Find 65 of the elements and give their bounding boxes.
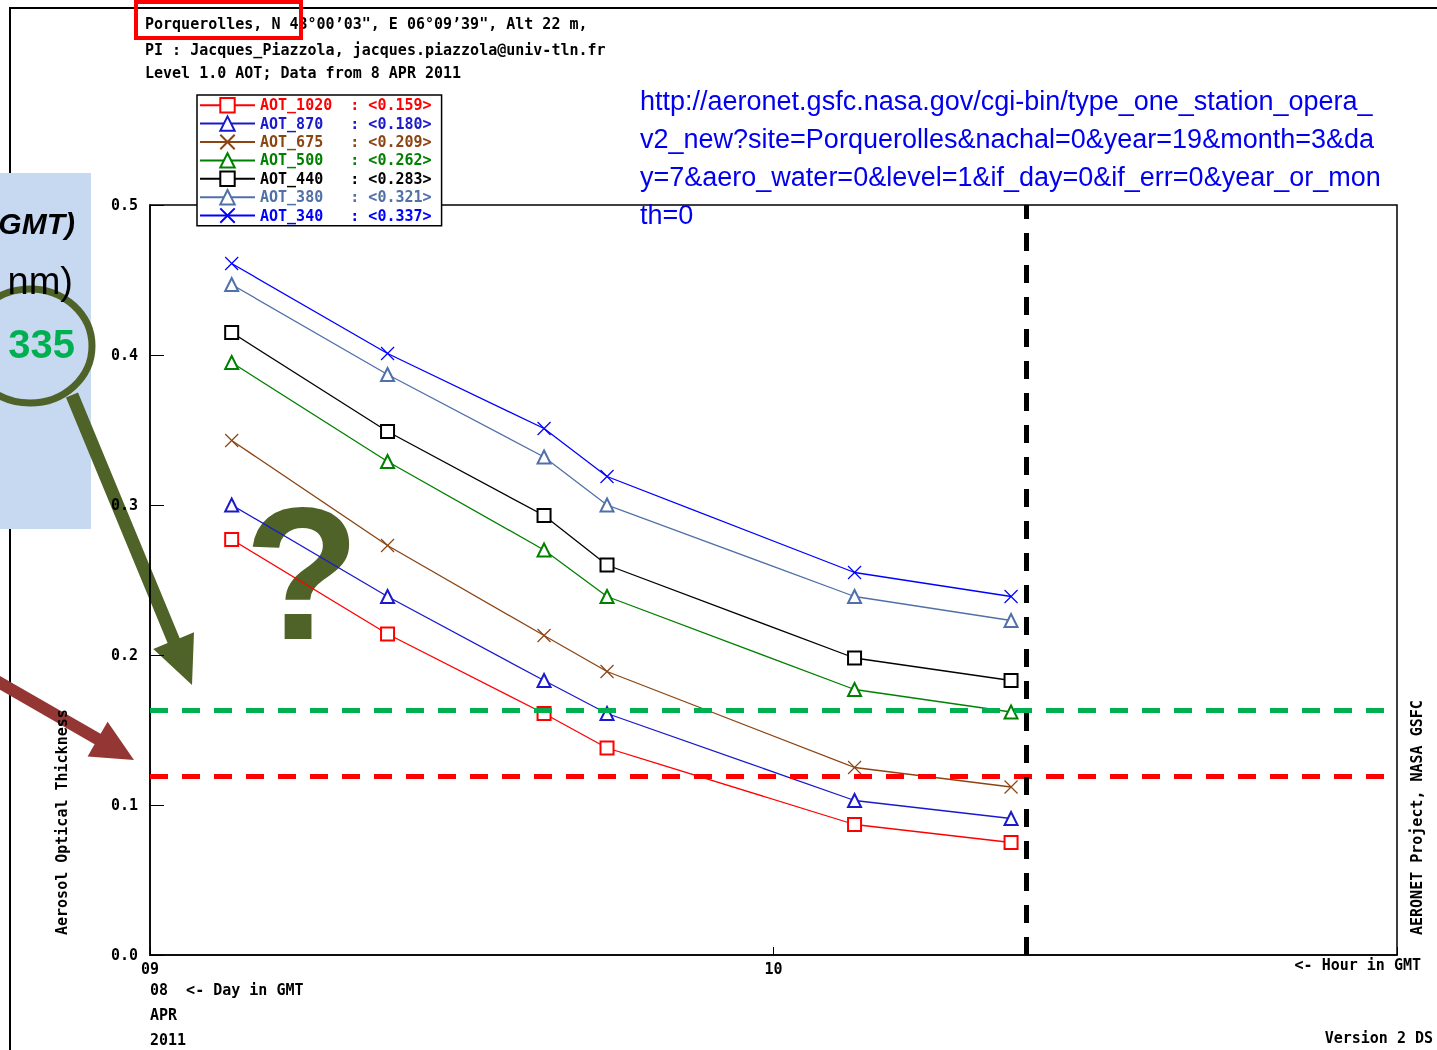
- point: [380, 454, 396, 469]
- point: [536, 508, 552, 523]
- legend-label: AOT_870 : <0.180>: [260, 114, 432, 133]
- point: [599, 740, 615, 756]
- legend-label: AOT_380 : <0.321>: [260, 188, 432, 207]
- y-tick-label: 0.1: [110, 796, 138, 814]
- point: [847, 589, 863, 604]
- point: [1003, 704, 1019, 720]
- point: [599, 497, 615, 513]
- text: 2011: [150, 1030, 187, 1049]
- y-tick-label: 0.4: [110, 346, 138, 364]
- text: APR: [150, 1005, 179, 1024]
- point: [380, 346, 395, 361]
- x-axis-title: <- Hour in GMT: [1294, 955, 1422, 974]
- point: [380, 424, 396, 439]
- point: [380, 367, 396, 382]
- point: [536, 673, 552, 688]
- point: [224, 325, 240, 340]
- text: 08 <- Day in GMT: [150, 980, 304, 999]
- point: [1003, 673, 1019, 688]
- annotation: http://aeronet.gsfc.nasa.gov/cgi-bin/type_one_station_opera_v2_new?site=Porquerolles&nachal=0&year=19&month=3&day=7&aero_water=0&level=1&if_day=0&if_err=0&year_or_month=0: [640, 86, 1381, 230]
- text: GMT): [0, 206, 76, 240]
- legend-label: AOT_340 : <0.337>: [260, 206, 432, 225]
- point: [847, 817, 863, 832]
- point: [1003, 613, 1019, 628]
- point: [224, 355, 240, 370]
- point: [380, 538, 395, 553]
- point: [847, 682, 863, 697]
- point: [224, 277, 240, 292]
- y-tick-label: 0.2: [110, 646, 138, 664]
- point: [1003, 779, 1019, 795]
- point: [1003, 811, 1019, 826]
- legend-label: AOT_675 : <0.209>: [260, 133, 432, 151]
- chart-subtitle: PI : Jacques_Piazzola, jacques.piazzola@univ-tln.fr Level 1.0 AOT; Data from 8 APR 2011: [145, 40, 606, 82]
- point: [224, 497, 240, 513]
- point: [224, 256, 239, 271]
- point: [380, 626, 396, 642]
- point: [224, 532, 240, 547]
- point: [1003, 835, 1019, 850]
- y-tick-label: 0.0: [110, 946, 138, 964]
- point: [847, 793, 863, 808]
- point: [599, 557, 615, 573]
- legend-label: AOT_440 : <0.283>: [260, 169, 432, 188]
- point: [224, 433, 239, 448]
- point: [847, 760, 862, 775]
- point: [536, 628, 552, 643]
- point: [599, 469, 615, 484]
- legend-label: AOT_1020 : <0.159>: [260, 96, 432, 115]
- point: [536, 421, 552, 436]
- point: [599, 589, 615, 604]
- point: [599, 664, 615, 679]
- point: [847, 565, 862, 580]
- point: [536, 449, 552, 465]
- point: [1003, 589, 1019, 604]
- text: AERONET Project, NASA GSFC: [1408, 700, 1426, 935]
- x-tick-label: 10: [764, 959, 783, 978]
- legend-label: AOT_500 : <0.262>: [260, 151, 432, 170]
- text: Version 2 DS: [1324, 1028, 1434, 1047]
- point: [380, 589, 396, 604]
- point: [847, 650, 863, 666]
- point: [536, 542, 552, 558]
- y-axis-title: Aerosol Optical Thickness: [53, 709, 71, 935]
- text: 335: [8, 322, 76, 366]
- x-tick-label: 09: [140, 959, 160, 978]
- y-tick-label: 0.5: [110, 196, 138, 214]
